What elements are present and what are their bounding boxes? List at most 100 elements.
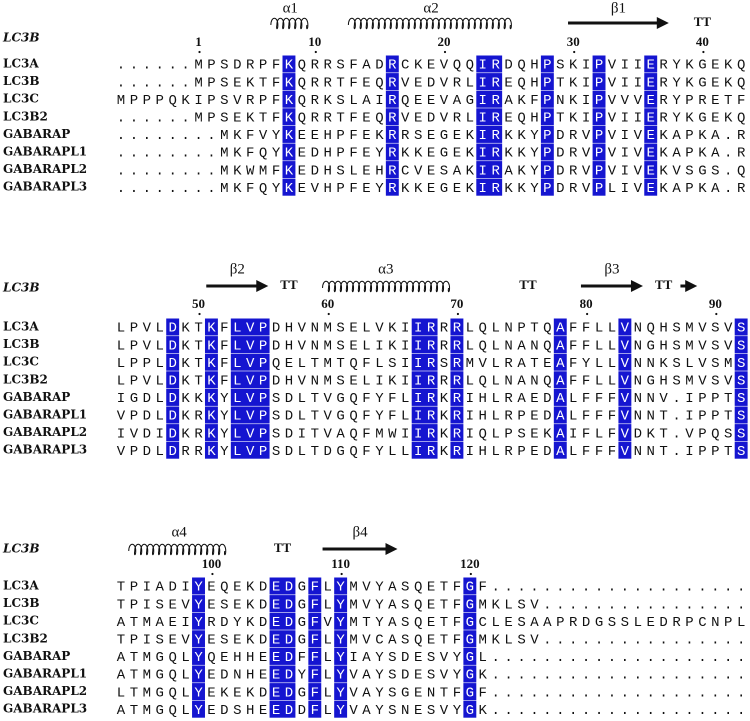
residues: LQLNANQ — [466, 338, 552, 354]
conserved-residues: E — [647, 163, 655, 179]
conserved-residues: LVP — [233, 321, 267, 337]
sequence-name: GABARAP — [3, 127, 70, 141]
residues: TPISEV — [117, 597, 191, 613]
residues: SDITVAQFMWI — [272, 426, 410, 442]
turn-label: TT — [274, 540, 292, 555]
identity-box — [334, 612, 348, 630]
conserved-residues: P — [543, 128, 551, 144]
identity-box — [411, 424, 438, 442]
conserved-residues: R — [388, 75, 397, 91]
identity-box — [166, 336, 180, 354]
identity-box — [734, 406, 748, 424]
conserved-residues: P — [595, 163, 603, 179]
residues: V — [324, 615, 333, 631]
residues: LIV — [608, 181, 643, 197]
conserved-residues: Y — [336, 685, 345, 701]
residues: G — [298, 597, 306, 613]
identity-box — [618, 336, 632, 354]
identity-box — [308, 577, 322, 595]
identity-box — [463, 683, 477, 701]
residues: KVSGS.Q — [659, 163, 745, 179]
sequence-name: LC3B2 — [3, 109, 48, 123]
residues: FFLL — [569, 374, 616, 390]
conserved-residues: R — [388, 111, 397, 127]
conserved-residues: R — [453, 374, 462, 390]
identity-box — [592, 178, 606, 196]
identity-box — [592, 55, 606, 73]
conserved-residues: Y — [336, 615, 345, 631]
identity-box — [411, 441, 438, 459]
conserved-residues: Y — [336, 650, 345, 666]
residues: MVYASQETF — [349, 597, 461, 613]
conserved-residues: R — [388, 128, 397, 144]
number-dot — [702, 50, 705, 54]
identity-box — [385, 143, 399, 161]
sequence-name: GABARAPL2 — [3, 425, 87, 439]
identity-box — [476, 90, 503, 108]
conserved-residues: S — [737, 338, 745, 354]
residues: MKLSV................ — [479, 597, 746, 613]
identity-box — [463, 612, 477, 630]
identity-box — [166, 371, 180, 389]
identity-box — [450, 406, 464, 424]
identity-box — [192, 630, 205, 648]
identity-box — [282, 55, 296, 73]
conserved-residues: P — [595, 75, 603, 91]
conserved-residues: S — [737, 391, 745, 407]
identity-box — [734, 388, 748, 406]
identity-box — [540, 125, 554, 143]
identity-box — [204, 318, 218, 336]
conserved-residues: D — [168, 356, 176, 372]
residues: F — [220, 321, 228, 337]
residues: IAYSDESVY — [349, 650, 461, 666]
residues: RYKGEKQ — [659, 111, 745, 127]
identity-box — [385, 108, 399, 126]
number-dot — [314, 50, 317, 54]
conserved-residues: E — [647, 93, 655, 109]
identity-box — [334, 630, 348, 648]
conserved-residues: D — [168, 391, 176, 407]
residues: IHLRAED — [466, 391, 552, 407]
residues: FFLL — [569, 338, 616, 354]
residue-number: 20 — [438, 34, 451, 49]
identity-box — [463, 647, 477, 665]
identity-box — [192, 647, 205, 665]
identity-box — [540, 143, 554, 161]
identity-box — [334, 595, 348, 613]
identity-box — [166, 318, 180, 336]
conserved-residues: K — [207, 321, 216, 337]
identity-box — [334, 700, 348, 718]
residues: VIV — [608, 163, 643, 179]
residues: IHLRPED — [466, 409, 552, 425]
residues: KKEGEK — [401, 181, 475, 197]
sequence-name: LC3B2 — [3, 631, 48, 645]
identity-box — [385, 73, 399, 91]
helix — [128, 543, 227, 556]
residues: F — [220, 374, 228, 390]
conserved-residues: Y — [194, 597, 203, 613]
identity-box — [476, 161, 503, 179]
residues: KT — [181, 374, 202, 390]
conserved-residues: A — [556, 321, 565, 337]
identity-box — [476, 108, 503, 126]
identity-box — [166, 406, 180, 424]
conserved-residues: S — [737, 426, 745, 442]
residues: EKEKD — [207, 685, 267, 701]
residues: Y — [220, 426, 229, 442]
conserved-residues: R — [388, 146, 397, 162]
residues: MTYASQETF — [349, 615, 461, 631]
conserved-residues: K — [285, 93, 294, 109]
helix — [322, 280, 451, 293]
identity-box — [385, 178, 399, 196]
residues: VIV — [608, 146, 643, 162]
residues: EEHPFEK — [298, 128, 385, 144]
structure-label: α2 — [423, 0, 438, 16]
identity-box — [230, 336, 270, 354]
identity-box — [450, 371, 464, 389]
residues: CVESAK — [401, 163, 475, 179]
conserved-residues: R — [388, 181, 397, 197]
conserved-residues: G — [466, 633, 474, 649]
conserved-residues: D — [168, 426, 176, 442]
identity-box — [308, 595, 322, 613]
conserved-residues: G — [466, 650, 474, 666]
